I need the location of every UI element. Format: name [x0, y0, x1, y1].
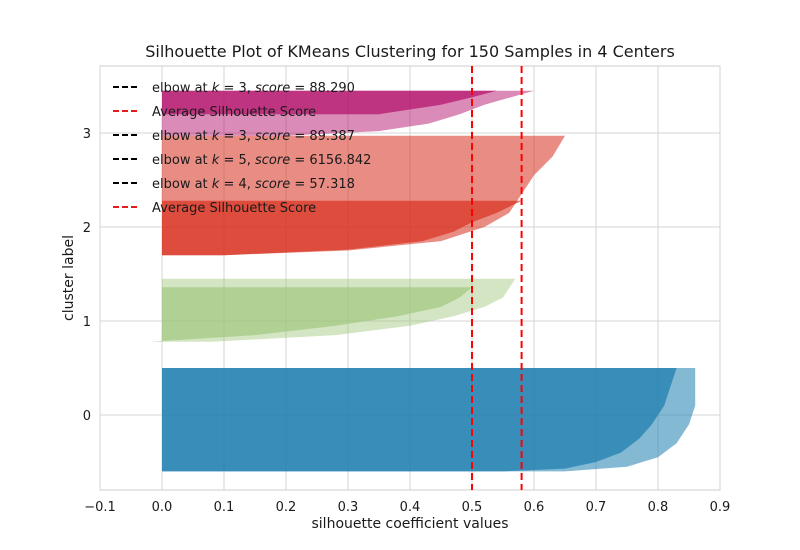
legend-text-part: k	[212, 129, 220, 144]
legend-text-part: = 6156.842	[290, 153, 371, 168]
x-tick-label: 0.1	[214, 500, 235, 515]
legend-text-part: score	[255, 129, 290, 144]
legend-text-part: elbow at	[152, 129, 212, 144]
legend-entry: Average Silhouette Score	[152, 105, 316, 120]
y-axis-label: cluster label	[61, 235, 77, 321]
x-tick-label: 0.7	[586, 500, 607, 515]
legend-text-part: score	[255, 177, 290, 192]
silhouette-cluster-3	[162, 90, 497, 115]
legend-entry: Average Silhouette Score	[152, 201, 316, 216]
legend-text-part: score	[255, 153, 290, 168]
x-tick-label: 0.4	[400, 500, 421, 515]
legend-text-part: elbow at	[152, 153, 212, 168]
legend: elbow at k = 3, score = 88.290 Average Si…	[113, 81, 371, 216]
legend-text-part: Average Silhouette Score	[152, 201, 316, 216]
x-tick-label: 0.5	[462, 500, 483, 515]
x-tick-label: 0.3	[338, 500, 359, 515]
x-tick-label: 0.6	[524, 500, 545, 515]
legend-text-part: = 89.387	[290, 129, 355, 144]
legend-text-part: k	[212, 153, 220, 168]
legend-text-part: = 88.290	[290, 81, 355, 96]
legend-text-part: Average Silhouette Score	[152, 105, 316, 120]
legend-text-part: elbow at	[152, 81, 212, 96]
y-tick-label: 3	[83, 127, 91, 142]
legend-entry: elbow at k = 5, score = 6156.842	[152, 153, 371, 168]
legend-text-part: = 57.318	[290, 177, 355, 192]
y-tick-label: 0	[83, 409, 91, 424]
legend-entry: elbow at k = 4, score = 57.318	[152, 177, 355, 192]
average-silhouette-lines	[471, 66, 523, 490]
legend-text-part: = 3,	[219, 129, 255, 144]
silhouette-clusters	[149, 90, 696, 472]
x-tick-label: 0.0	[152, 500, 173, 515]
legend-text-part: elbow at	[152, 177, 212, 192]
x-tick-label: −0.1	[84, 500, 116, 515]
y-tick-label: 1	[83, 315, 91, 330]
silhouette-cluster-0	[162, 368, 677, 472]
x-tick-label: 0.8	[648, 500, 669, 515]
y-tick-label: 2	[83, 221, 91, 236]
x-tick-label: 0.2	[276, 500, 297, 515]
legend-text-part: k	[212, 177, 220, 192]
y-axis-ticks: 0 1 2 3	[83, 127, 91, 424]
legend-entry: elbow at k = 3, score = 89.387	[152, 129, 355, 144]
legend-text-part: k	[212, 81, 220, 96]
x-tick-label: 0.9	[710, 500, 731, 515]
chart-title: Silhouette Plot of KMeans Clustering for…	[145, 42, 675, 61]
legend-text-part: = 5,	[219, 153, 255, 168]
x-axis-label: silhouette coefficient values	[312, 516, 509, 532]
legend-text-part: = 3,	[219, 81, 255, 96]
x-axis-ticks: −0.1 0.0 0.1 0.2 0.3 0.4 0.5 0.6 0.7 0.8 0.9	[84, 500, 730, 515]
legend-text-part: = 4,	[219, 177, 255, 192]
silhouette-cluster-1	[149, 287, 472, 342]
silhouette-cluster-2	[162, 200, 522, 256]
legend-text-part: score	[255, 81, 290, 96]
legend-entry: elbow at k = 3, score = 88.290	[152, 81, 355, 96]
